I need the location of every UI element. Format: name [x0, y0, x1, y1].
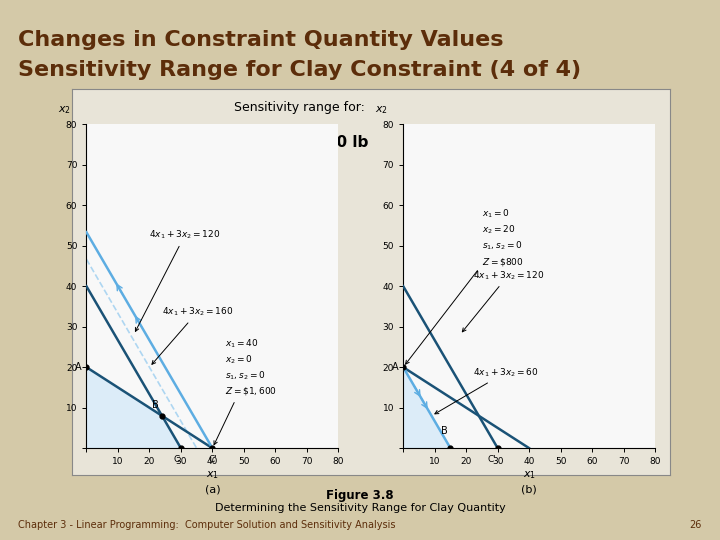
Text: B: B: [441, 426, 447, 436]
Text: $4x_1 + 3x_2 = 120$: $4x_1 + 3x_2 = 120$: [462, 269, 544, 332]
X-axis label: $x_1$: $x_1$: [206, 469, 219, 481]
Text: $x_1 = 40$
$x_2 = 0$
$s_1, s_2 = 0$
$Z = \$1,600$: $x_1 = 40$ $x_2 = 0$ $s_1, s_2 = 0$ $Z =…: [214, 337, 277, 445]
Polygon shape: [86, 367, 181, 448]
Text: $4x_1 + 3x_2 = 160$: $4x_1 + 3x_2 = 160$: [152, 306, 233, 365]
Text: 26: 26: [690, 520, 702, 530]
Text: (a): (a): [204, 485, 220, 495]
Text: $4x_1 + 3x_2 = 120$: $4x_1 + 3x_2 = 120$: [135, 228, 221, 332]
Text: $x_2$: $x_2$: [58, 104, 71, 116]
Text: C: C: [173, 455, 179, 464]
Text: C': C': [208, 455, 217, 464]
Text: Figure 3.8: Figure 3.8: [326, 489, 394, 502]
Text: $4x_1 + 3x_2 = 60$: $4x_1 + 3x_2 = 60$: [435, 366, 538, 414]
Text: (b): (b): [521, 485, 537, 495]
X-axis label: $x_1$: $x_1$: [523, 469, 536, 481]
Polygon shape: [403, 367, 451, 448]
Text: Chapter 3 - Linear Programming:  Computer Solution and Sensitivity Analysis: Chapter 3 - Linear Programming: Computer…: [18, 520, 395, 530]
Text: B: B: [152, 400, 159, 410]
Text: $x_2$: $x_2$: [374, 104, 387, 116]
Text: A: A: [392, 362, 398, 372]
Text: Sensitivity Range for Clay Constraint (4 of 4): Sensitivity Range for Clay Constraint (4…: [18, 60, 581, 80]
Text: Determining the Sensitivity Range for Clay Quantity: Determining the Sensitivity Range for Cl…: [215, 503, 505, 514]
Text: 60 ≤ q₂ ≤ 160 lb: 60 ≤ q₂ ≤ 160 lb: [230, 136, 368, 151]
Text: A: A: [75, 362, 81, 372]
Text: Sensitivity range for:: Sensitivity range for:: [234, 100, 364, 114]
Text: C': C': [487, 455, 496, 464]
Text: $x_1 = 0$
$x_2 = 20$
$s_1, s_2 = 0$
$Z = \$800$: $x_1 = 0$ $x_2 = 20$ $s_1, s_2 = 0$ $Z =…: [405, 207, 523, 364]
Text: Changes in Constraint Quantity Values: Changes in Constraint Quantity Values: [18, 30, 503, 50]
